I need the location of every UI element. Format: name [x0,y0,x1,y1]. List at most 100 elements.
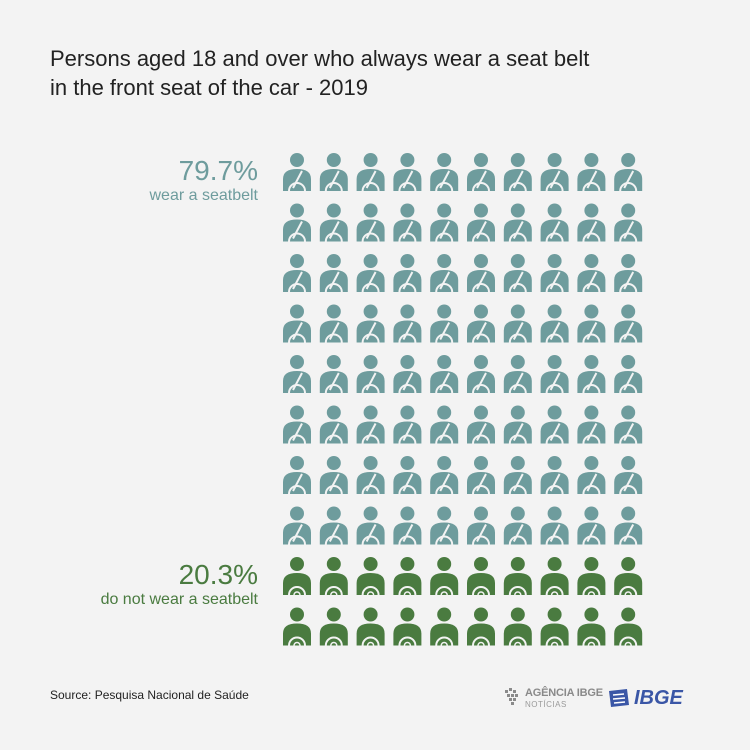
driver-seatbelt-icon [467,304,495,343]
driver-seatbelt-icon [614,405,643,444]
driver-seatbelt-icon [540,506,569,545]
ibge-logo: IBGE [607,687,702,711]
driver-no-seatbelt-icon [393,557,422,596]
driver-seatbelt-icon [540,405,569,444]
agencia-brand-text: AGÊNCIA IBGE [525,687,603,699]
driver-seatbelt-icon [614,203,643,242]
driver-seatbelt-icon [577,304,606,343]
driver-seatbelt-icon [356,405,385,444]
driver-seatbelt-icon [503,304,532,343]
driver-no-seatbelt-icon [503,607,532,646]
driver-seatbelt-icon [283,254,311,293]
driver-seatbelt-icon [393,153,422,192]
ibge-logo-text: IBGE [634,687,683,709]
driver-seatbelt-icon [467,405,495,444]
driver-no-seatbelt-icon [356,557,385,596]
driver-seatbelt-icon [614,153,643,192]
driver-seatbelt-icon [614,355,643,394]
driver-seatbelt-icon [356,153,385,192]
driver-seatbelt-icon [614,304,643,343]
driver-seatbelt-icon [430,304,459,343]
driver-seatbelt-icon [577,355,606,394]
driver-seatbelt-icon [356,254,385,293]
driver-seatbelt-icon [283,203,311,242]
driver-no-seatbelt-icon [577,607,606,646]
driver-seatbelt-icon [540,456,569,495]
notwear-percentage: 20.3% [178,559,258,590]
driver-seatbelt-icon [393,506,422,545]
driver-seatbelt-icon [356,355,385,394]
driver-no-seatbelt-icon [319,557,348,596]
driver-seatbelt-icon [540,304,569,343]
wear-label: 79.7% wear a seatbelt [149,156,258,206]
chart-title: Persons aged 18 and over who always wear… [50,46,590,100]
driver-seatbelt-icon [319,506,348,545]
driver-seatbelt-icon [319,304,348,343]
driver-seatbelt-icon [503,355,532,394]
driver-seatbelt-icon [503,153,532,192]
driver-seatbelt-icon [283,304,311,343]
driver-seatbelt-icon [614,506,643,545]
driver-seatbelt-icon [319,254,348,293]
wear-description: wear a seatbelt [149,187,258,204]
agencia-mark-icon [505,688,518,705]
driver-no-seatbelt-icon [503,557,532,596]
driver-seatbelt-icon [319,203,348,242]
driver-no-seatbelt-icon [356,607,385,646]
driver-seatbelt-icon [356,456,385,495]
agencia-sub-text: NOTÍCIAS [525,700,567,709]
driver-no-seatbelt-icon [467,607,495,646]
driver-seatbelt-icon [540,355,569,394]
driver-seatbelt-icon [430,203,459,242]
driver-no-seatbelt-icon [283,557,311,596]
notwear-label: 20.3% do not wear a seatbelt [101,560,258,610]
source-note: Source: Pesquisa Nacional de Saúde [50,688,249,702]
driver-seatbelt-icon [467,506,495,545]
driver-seatbelt-icon [503,506,532,545]
driver-seatbelt-icon [356,304,385,343]
driver-no-seatbelt-icon [614,607,643,646]
driver-seatbelt-icon [319,405,348,444]
driver-seatbelt-icon [319,456,348,495]
driver-seatbelt-icon [283,405,311,444]
driver-seatbelt-icon [283,153,311,192]
ibge-mark-icon [609,689,629,707]
driver-seatbelt-icon [430,153,459,192]
driver-no-seatbelt-icon [540,557,569,596]
driver-seatbelt-icon [430,456,459,495]
driver-seatbelt-icon [467,355,495,394]
driver-no-seatbelt-icon [467,557,495,596]
agencia-ibge-logo: AGÊNCIA IBGE NOTÍCIAS [503,686,603,712]
driver-seatbelt-icon [577,153,606,192]
driver-no-seatbelt-icon [540,607,569,646]
driver-seatbelt-icon [430,506,459,545]
driver-seatbelt-icon [283,456,311,495]
driver-seatbelt-icon [430,405,459,444]
driver-seatbelt-icon [540,153,569,192]
driver-seatbelt-icon [393,355,422,394]
wear-percentage: 79.7% [178,155,258,186]
driver-seatbelt-icon [577,506,606,545]
driver-seatbelt-icon [393,405,422,444]
driver-seatbelt-icon [540,254,569,293]
driver-seatbelt-icon [356,203,385,242]
driver-seatbelt-icon [283,355,311,394]
driver-seatbelt-icon [467,203,495,242]
driver-seatbelt-icon [467,153,495,192]
driver-seatbelt-icon [503,203,532,242]
driver-seatbelt-icon [393,203,422,242]
driver-seatbelt-icon [467,254,495,293]
notwear-description: do not wear a seatbelt [100,591,258,608]
driver-seatbelt-icon [393,254,422,293]
driver-seatbelt-icon [430,355,459,394]
driver-seatbelt-icon [577,456,606,495]
driver-seatbelt-icon [467,456,495,495]
driver-no-seatbelt-icon [430,607,459,646]
driver-seatbelt-icon [319,153,348,192]
driver-seatbelt-icon [577,405,606,444]
driver-seatbelt-icon [393,304,422,343]
driver-no-seatbelt-icon [319,607,348,646]
driver-seatbelt-icon [283,506,311,545]
driver-no-seatbelt-icon [577,557,606,596]
